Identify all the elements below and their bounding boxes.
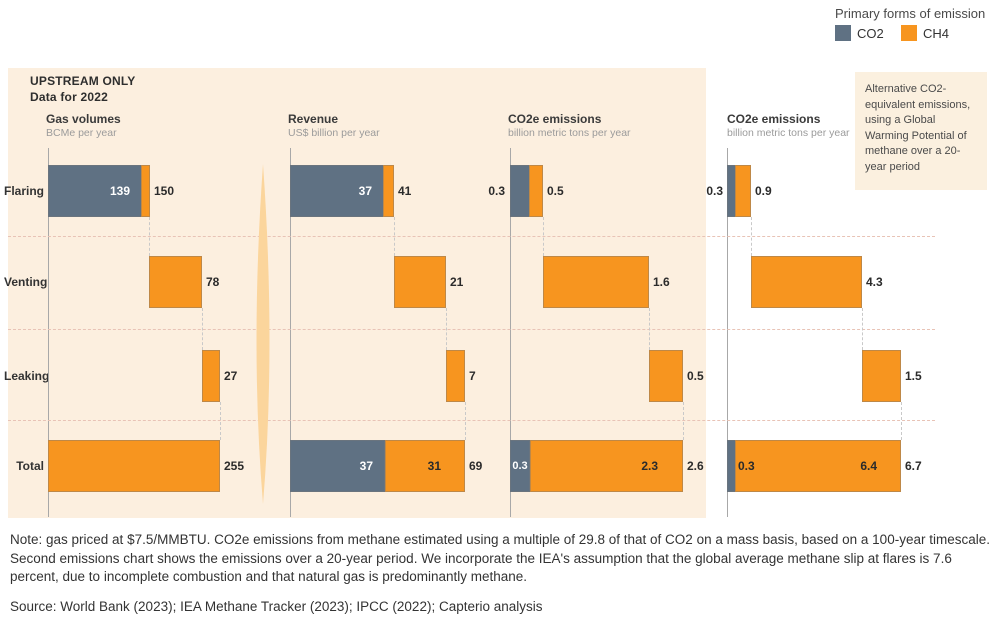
connector-co2e100-2: [649, 308, 650, 350]
bar-co2e20-leaking: [862, 350, 901, 402]
connector-gas-1: [149, 217, 150, 256]
label-gas-total: 255: [224, 459, 245, 473]
label-co2e20-total-co2: 0.3: [738, 459, 755, 473]
col-co2e20-subtitle: billion metric tons per year: [727, 127, 850, 139]
label-revenue-flaring-total: 41: [398, 184, 412, 198]
bar-revenue-flaring-co2: [290, 165, 384, 217]
bar-co2e20-flaring-ch4: [735, 165, 751, 217]
bar-revenue-total-ch4: [385, 440, 465, 492]
label-co2e100-flaring-total: 0.5: [547, 184, 564, 198]
connector-revenue-3: [465, 402, 466, 440]
label-revenue-total: 69: [469, 459, 483, 473]
bar-co2e20-total-ch4: [735, 440, 901, 492]
label-revenue-total-ch4: 31: [427, 459, 441, 473]
row-separator-3: [8, 420, 935, 421]
col-revenue-subtitle: US$ billion per year: [288, 127, 380, 139]
bar-gas-flaring-co2: [48, 165, 142, 217]
connector-co2e100-1: [543, 217, 544, 256]
bar-co2e100-flaring-co2: [510, 165, 530, 217]
label-co2e100-total: 2.6: [687, 459, 704, 473]
bar-co2e100-flaring-ch4: [529, 165, 543, 217]
label-co2e100-total-ch4: 2.3: [641, 459, 658, 473]
label-co2e20-total-ch4: 6.4: [860, 459, 877, 473]
bar-gas-venting: [149, 256, 202, 308]
col-gas-subtitle: BCMe per year: [46, 127, 117, 139]
row-separator-2: [8, 329, 935, 330]
bar-revenue-total-co2: [290, 440, 385, 492]
label-co2e20-total: 6.7: [905, 459, 922, 473]
legend-ch4-swatch: [901, 25, 917, 41]
row-label-total: Total: [16, 459, 44, 473]
col-co2e20-title: CO2e emissions: [727, 112, 821, 126]
row-label-leaking: Leaking: [4, 369, 50, 383]
bar-co2e100-venting: [543, 256, 649, 308]
bar-gas-total: [48, 440, 220, 492]
col-gas-title: Gas volumes: [46, 112, 121, 126]
col-co2e100-title: CO2e emissions: [508, 112, 602, 126]
col-co2e100-subtitle: billion metric tons per year: [508, 127, 631, 139]
label-co2e20-flaring-total: 0.9: [755, 184, 772, 198]
label-revenue-leaking: 7: [469, 369, 476, 383]
footnote: Note: gas priced at $7.5/MMBTU. CO2e emi…: [10, 532, 990, 585]
panel-header-line2: Data for 2022: [30, 90, 108, 104]
bar-co2e20-venting: [751, 256, 862, 308]
label-gas-venting: 78: [206, 275, 220, 289]
legend-title: Primary forms of emission: [835, 6, 986, 21]
connector-revenue-1: [394, 217, 395, 256]
label-co2e100-venting: 1.6: [653, 275, 670, 289]
label-gas-leaking: 27: [224, 369, 238, 383]
bar-co2e100-total-ch4: [530, 440, 683, 492]
bar-revenue-leaking: [446, 350, 465, 402]
axis-gas: [48, 148, 49, 517]
col-revenue-title: Revenue: [288, 112, 339, 126]
label-co2e20-venting: 4.3: [866, 275, 883, 289]
row-label-venting: Venting: [4, 275, 48, 289]
axis-co2e20: [727, 148, 728, 517]
connector-co2e20-1: [751, 217, 752, 256]
connector-co2e20-3: [901, 402, 902, 440]
connector-gas-2: [202, 308, 203, 350]
gwp-annotation-box: Alternative CO2-equivalent emissions, us…: [855, 72, 987, 190]
label-co2e100-leaking: 0.5: [687, 369, 704, 383]
label-revenue-total-co2: 37: [359, 459, 373, 473]
legend-ch4-label: CH4: [923, 26, 950, 41]
label-gas-flaring-total: 150: [154, 184, 175, 198]
bar-revenue-flaring-ch4: [383, 165, 394, 217]
label-co2e20-flaring-left: 0.3: [706, 184, 723, 198]
connector-co2e100-3: [683, 402, 684, 440]
row-label-flaring: Flaring: [4, 184, 45, 198]
label-revenue-venting: 21: [450, 275, 464, 289]
flare-divider-shape: [256, 164, 270, 504]
legend-co2-label: CO2: [857, 26, 884, 41]
connector-co2e20-2: [862, 308, 863, 350]
label-revenue-flaring-co2: 37: [358, 184, 372, 198]
legend-co2-swatch: [835, 25, 851, 41]
bar-gas-flaring-ch4: [141, 165, 150, 217]
label-gas-flaring-co2: 139: [109, 184, 130, 198]
label-co2e20-leaking: 1.5: [905, 369, 922, 383]
label-co2e100-total-co2: 0.3: [512, 460, 528, 472]
source-line: Source: World Bank (2023); IEA Methane T…: [10, 599, 543, 614]
label-co2e100-flaring-left: 0.3: [488, 184, 505, 198]
connector-revenue-2: [446, 308, 447, 350]
axis-revenue: [290, 148, 291, 517]
bar-gas-leaking: [202, 350, 220, 402]
bar-co2e100-leaking: [649, 350, 683, 402]
bar-co2e100-total-co2: [510, 440, 530, 492]
connector-gas-3: [220, 402, 221, 440]
row-separator-1: [8, 236, 935, 237]
bar-revenue-venting: [394, 256, 446, 308]
panel-header-line1: UPSTREAM ONLY: [30, 74, 136, 88]
axis-co2e100: [510, 148, 511, 517]
